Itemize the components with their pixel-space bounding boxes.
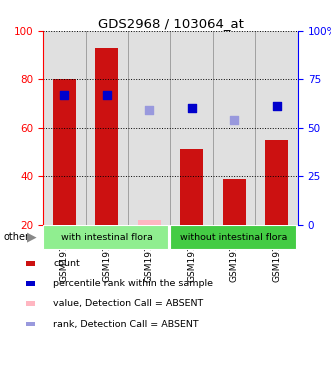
Text: rank, Detection Call = ABSENT: rank, Detection Call = ABSENT — [53, 319, 199, 328]
Title: GDS2968 / 103064_at: GDS2968 / 103064_at — [98, 17, 243, 30]
Bar — [138, 220, 161, 225]
Point — [62, 92, 67, 98]
Bar — [180, 149, 203, 225]
Text: percentile rank within the sample: percentile rank within the sample — [53, 279, 213, 288]
Bar — [95, 48, 118, 225]
Text: without intestinal flora: without intestinal flora — [180, 233, 288, 242]
Bar — [26, 321, 34, 326]
Point — [232, 117, 237, 123]
Text: ▶: ▶ — [26, 231, 36, 243]
Text: other: other — [3, 232, 29, 242]
Point — [189, 105, 194, 111]
Bar — [222, 179, 246, 225]
Bar — [43, 31, 85, 225]
Bar — [256, 31, 298, 225]
Point — [104, 92, 110, 98]
Bar — [26, 301, 34, 306]
Text: value, Detection Call = ABSENT: value, Detection Call = ABSENT — [53, 300, 204, 308]
Text: count: count — [53, 259, 80, 268]
Point — [274, 103, 279, 109]
Bar — [213, 31, 256, 225]
Bar — [128, 31, 170, 225]
Bar — [85, 31, 128, 225]
Bar — [26, 281, 34, 286]
Text: with intestinal flora: with intestinal flora — [61, 233, 153, 242]
Point — [147, 107, 152, 113]
Bar — [43, 225, 168, 249]
Bar — [26, 261, 34, 266]
Bar — [170, 225, 296, 249]
Bar — [265, 140, 288, 225]
Bar — [53, 79, 76, 225]
Bar — [170, 31, 213, 225]
